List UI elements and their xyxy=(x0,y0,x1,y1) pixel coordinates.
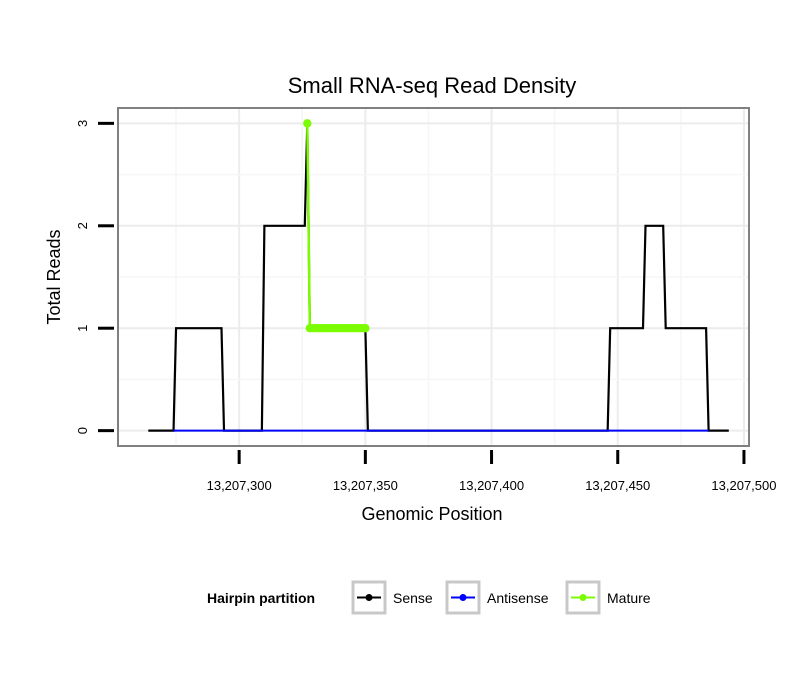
legend-key-point-sense xyxy=(365,594,373,601)
series-mature-point xyxy=(361,324,370,333)
chart-title: Small RNA-seq Read Density xyxy=(288,73,577,98)
legend-key-point-antisense xyxy=(459,594,467,601)
legend-label-sense: Sense xyxy=(393,590,433,606)
plot-panel-border xyxy=(117,107,750,447)
x-tick-label: 13,207,400 xyxy=(459,478,524,493)
x-tick-label: 13,207,300 xyxy=(207,478,272,493)
y-tick-label: 0 xyxy=(75,427,90,434)
y-tick-label: 2 xyxy=(75,222,90,229)
x-axis: 13,207,300 13,207,350 13,207,400 13,207,450… xyxy=(207,450,776,493)
y-tick-label: 1 xyxy=(75,325,90,332)
legend-title: Hairpin partition xyxy=(207,590,315,606)
x-tick-label: 13,207,350 xyxy=(333,478,398,493)
y-tick-label: 3 xyxy=(75,120,90,127)
grid-layer xyxy=(118,108,749,446)
x-axis-title: Genomic Position xyxy=(361,504,502,524)
x-tick-label: 13,207,500 xyxy=(711,478,776,493)
series-mature-point xyxy=(303,119,312,128)
x-tick-label: 13,207,450 xyxy=(585,478,650,493)
legend-key-point-mature xyxy=(579,594,587,601)
legend: Hairpin partition Sense Antisense Mature xyxy=(207,580,651,615)
y-axis-title: Total Reads xyxy=(44,229,64,324)
legend-label-mature: Mature xyxy=(607,590,651,606)
series-layer xyxy=(148,119,729,432)
y-axis: 0 1 2 3 xyxy=(75,120,114,434)
legend-label-antisense: Antisense xyxy=(487,590,549,606)
